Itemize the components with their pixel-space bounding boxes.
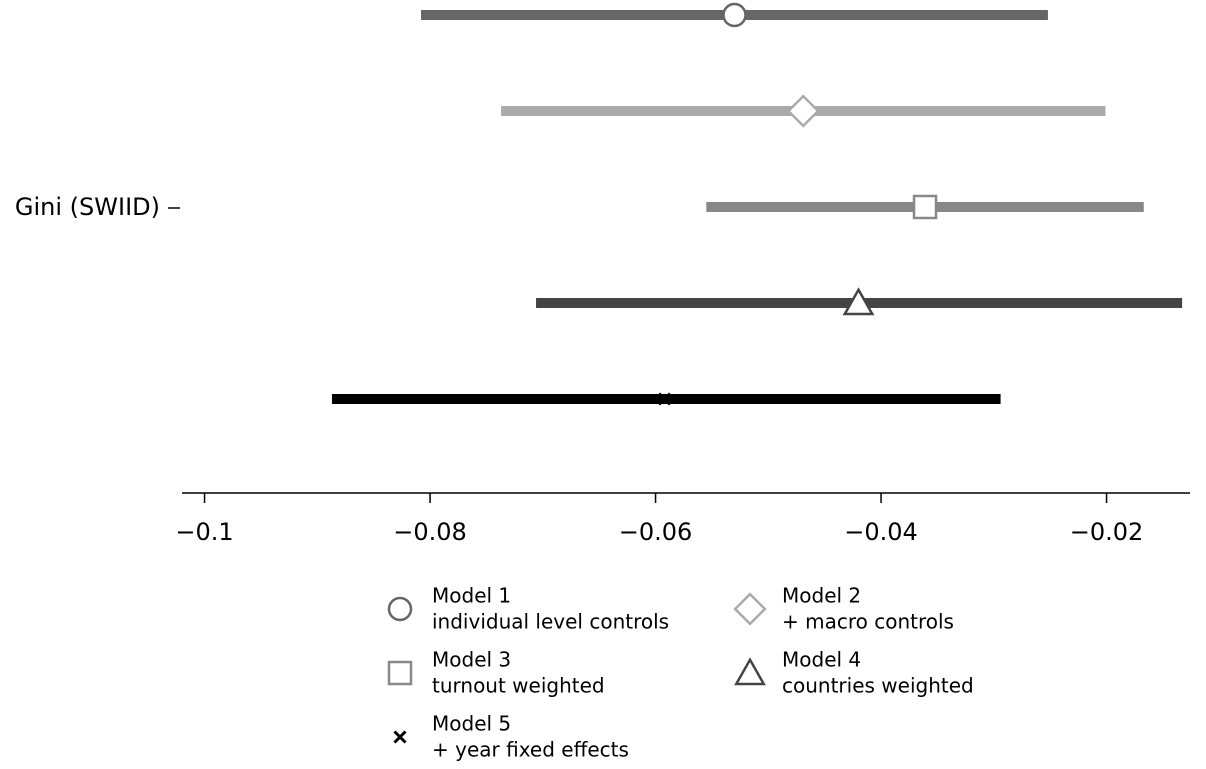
legend-marker bbox=[393, 730, 407, 744]
legend-name: Model 4 bbox=[782, 648, 861, 672]
legend-marker bbox=[734, 657, 766, 686]
legend-marker bbox=[733, 592, 767, 626]
x-tick-label: −0.02 bbox=[1070, 518, 1144, 546]
legend-description: + year fixed effects bbox=[432, 738, 629, 762]
legend-marker bbox=[387, 660, 413, 686]
legend-name: Model 2 bbox=[782, 584, 861, 608]
marker bbox=[842, 287, 875, 316]
x-tick-label: −0.04 bbox=[844, 518, 918, 546]
legend-marker bbox=[387, 596, 413, 622]
x-tick-label: −0.08 bbox=[393, 518, 467, 546]
marker bbox=[722, 2, 747, 28]
marker bbox=[658, 392, 672, 406]
legend-name: Model 1 bbox=[432, 584, 511, 608]
marker bbox=[786, 94, 820, 128]
legend-description: countries weighted bbox=[782, 674, 974, 698]
legend-name: Model 3 bbox=[432, 648, 511, 672]
legend-name: Model 5 bbox=[432, 712, 511, 736]
x-tick-label: −0.06 bbox=[619, 518, 693, 546]
marker bbox=[912, 194, 938, 220]
legend-description: turnout weighted bbox=[432, 674, 605, 698]
legend-description: + macro controls bbox=[782, 610, 954, 634]
y-tick-label: Gini (SWIID) bbox=[15, 193, 160, 221]
legend-description: individual level controls bbox=[432, 610, 669, 634]
x-tick-label: −0.1 bbox=[175, 518, 233, 546]
